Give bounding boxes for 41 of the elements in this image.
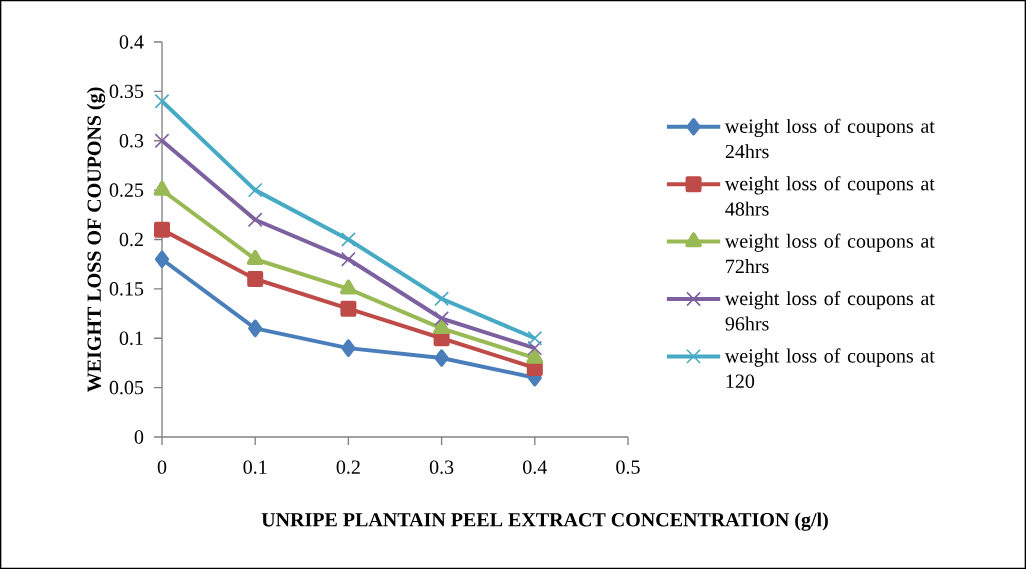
- point: [341, 251, 356, 267]
- y-tick-label: 0.4: [119, 35, 144, 49]
- x-tick-label: 0.3: [429, 460, 454, 474]
- point: [246, 249, 264, 265]
- point: [154, 133, 170, 149]
- point: [341, 339, 356, 357]
- point: [434, 311, 449, 326]
- y-tick-label: 0: [134, 430, 144, 444]
- point: [248, 319, 263, 338]
- legend-label: weight loss of coupons at 48hrs: [724, 176, 935, 216]
- x-tick-label: 0.2: [336, 460, 360, 474]
- legend-label: weight loss of coupons at 120: [724, 348, 935, 388]
- point: [341, 232, 356, 247]
- point: [247, 182, 263, 198]
- point: [434, 291, 449, 307]
- point: [247, 271, 264, 287]
- x-axis-title: UNRIPE PLANTAIN PEEL EXTRACT CONCENTRATION (g/l): [261, 512, 828, 531]
- point: [155, 250, 169, 268]
- y-tick-label: 0.1: [119, 331, 143, 346]
- x-tick-label: 0: [157, 460, 167, 474]
- point: [340, 300, 357, 317]
- point: [434, 349, 449, 367]
- point: [433, 319, 450, 335]
- y-tick-label: 0.25: [109, 183, 144, 197]
- y-tick-label: 0.35: [109, 84, 144, 99]
- y-tick-label: 0.05: [109, 380, 144, 395]
- x-tick-label: 0.4: [523, 460, 547, 474]
- point: [154, 221, 170, 238]
- x-tick-label: 0.5: [616, 460, 640, 474]
- x-tick-label: 0.1: [243, 460, 267, 474]
- y-tick-label: 0.2: [119, 232, 143, 247]
- point: [527, 340, 543, 356]
- point: [340, 279, 357, 295]
- point: [247, 212, 263, 228]
- point: [526, 348, 544, 364]
- point: [527, 330, 543, 346]
- y-tick-label: 0.3: [119, 133, 144, 148]
- y-tick-label: 0.15: [109, 282, 144, 296]
- point: [154, 93, 170, 109]
- y-axis-title: WEIGHT LOSS OF COUPONS (g): [86, 87, 106, 393]
- point: [153, 180, 171, 196]
